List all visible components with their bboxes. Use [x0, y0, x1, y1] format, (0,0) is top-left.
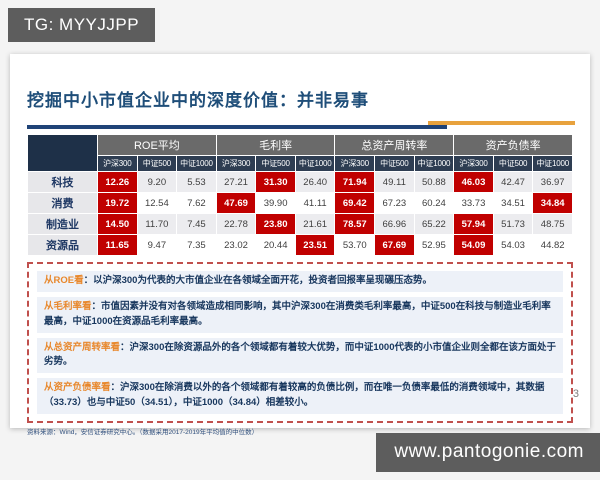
table-cell: 51.73 [492, 213, 534, 235]
table-cell: 26.40 [294, 171, 336, 193]
bullet-text: ：以沪深300为代表的大市值企业在各领域全面开花，投资者回报率呈现碾压态势。 [83, 275, 432, 286]
table-cell: 49.11 [374, 171, 415, 193]
watermark-site-badge: www.pantogonie.com [376, 433, 600, 472]
table-cell: 23.80 [255, 213, 296, 235]
slide-card: 挖掘中小市值企业中的深度价值：并非易事 ROE平均 毛利率 总资产周转率 资产负债率沪… [10, 54, 590, 436]
table-cell: 22.78 [215, 213, 257, 235]
table-cell: 11.65 [97, 234, 138, 256]
table-cell: 31.30 [255, 171, 296, 193]
table-cell: 48.75 [532, 213, 573, 235]
sub-column-header: 沪深300 [215, 155, 257, 172]
group-header: ROE平均 [97, 134, 217, 156]
table-cell: 57.94 [453, 213, 494, 235]
row-label: 资源品 [27, 234, 98, 256]
bullet-label: 从资产负债率看 [44, 382, 111, 394]
group-header: 总资产周转率 [334, 134, 455, 156]
table-cell: 47.69 [215, 192, 257, 214]
table-cell: 53.70 [334, 234, 376, 256]
table-row: 科技 12.26 9.20 5.53 27.21 31.30 26.40 71.94 49.11… [27, 171, 573, 193]
table-cell: 23.02 [215, 234, 257, 256]
table-row: 消费 19.72 12.54 7.62 47.69 39.90 41.11 69.42 67.2… [27, 192, 573, 214]
table-cell: 33.73 [453, 192, 494, 214]
table-cell: 9.20 [136, 171, 178, 193]
sub-column-header: 中证1000 [294, 155, 336, 172]
sub-column-header: 沪深300 [453, 155, 494, 172]
bullet-text: ：沪深300在除资源品外的各个领域都有着较大优势，而中证1000代表的小市值企业… [44, 341, 557, 367]
metrics-table: ROE平均 毛利率 总资产周转率 资产负债率 沪深300 中证500 中证1000 沪深300… [27, 134, 573, 256]
page-number: 3 [572, 388, 579, 400]
table-cell: 39.90 [255, 192, 296, 214]
watermark-tg-badge: TG: MYYJJPP [8, 8, 156, 42]
analysis-bullet: 从毛利率看：市值因素并没有对各领域造成相同影响，其中沪深300在消费类毛利率最高… [37, 297, 563, 333]
row-label: 科技 [27, 171, 98, 193]
sub-column-header: 中证1000 [176, 155, 217, 172]
table-cell: 54.03 [492, 234, 534, 256]
table-cell: 52.95 [413, 234, 455, 256]
bullet-label: 从总资产周转率看 [44, 341, 121, 353]
source-note: 资料来源：Wind，安信证券研究中心。（数据采用2017-2019年平均值的中位… [27, 428, 259, 436]
table-cell: 12.26 [97, 171, 138, 193]
sub-column-header: 沪深300 [97, 155, 138, 172]
table-cell: 54.09 [453, 234, 494, 256]
row-label: 消费 [27, 192, 98, 214]
table-cell: 12.54 [136, 192, 178, 214]
divider-blue-bar [27, 125, 448, 129]
table-cell: 21.61 [294, 213, 336, 235]
table-cell: 11.70 [136, 213, 178, 235]
table-cell: 42.47 [492, 171, 534, 193]
page-title: 挖掘中小市值企业中的深度价值：并非易事 [27, 91, 369, 110]
group-header: 资产负债率 [453, 134, 573, 156]
sub-column-header: 中证1000 [413, 155, 455, 172]
bullet-label: 从ROE看 [44, 275, 84, 286]
sub-column-header: 中证500 [255, 155, 296, 172]
analysis-bullet-box: 从ROE看：以沪深300为代表的大市值企业在各领域全面开花，投资者回报率呈现碾压… [27, 262, 573, 423]
table-cell: 78.57 [334, 213, 376, 235]
table-cell: 19.72 [97, 192, 138, 214]
table-cell: 36.97 [532, 171, 573, 193]
table-cell: 20.44 [255, 234, 296, 256]
table-row: 制造业 14.50 11.70 7.45 22.78 23.80 21.61 78.57 66.… [27, 213, 573, 235]
table-cell: 69.42 [334, 192, 376, 214]
table-cell: 50.88 [413, 171, 455, 193]
table-cell: 71.94 [334, 171, 376, 193]
table-cell: 34.51 [492, 192, 534, 214]
group-header: 毛利率 [215, 134, 336, 156]
table-cell: 66.96 [374, 213, 415, 235]
analysis-bullet: 从ROE看：以沪深300为代表的大市值企业在各领域全面开花，投资者回报率呈现碾压… [37, 271, 563, 293]
table-cell: 5.53 [176, 171, 217, 193]
table-cell: 14.50 [97, 213, 138, 235]
bullet-label: 从毛利率看 [44, 301, 92, 313]
sub-column-header: 中证500 [136, 155, 178, 172]
sub-column-header: 中证500 [374, 155, 415, 172]
analysis-bullet: 从总资产周转率看：沪深300在除资源品外的各个领域都有着较大优势，而中证1000… [37, 337, 563, 374]
row-label: 制造业 [27, 213, 98, 235]
table-cell: 65.22 [413, 213, 455, 235]
table-cell: 34.84 [532, 192, 573, 214]
table-cell: 7.62 [176, 192, 217, 214]
table-cell: 7.35 [176, 234, 217, 256]
bullet-text: ：市值因素并没有对各领域造成相同影响，其中沪深300在消费类毛利率最高，中证50… [44, 301, 551, 327]
table-cell: 7.45 [176, 213, 217, 235]
bullet-text: ：沪深300在除消费以外的各个领域都有着较高的负债比例，而在唯一负债率最低的消费… [44, 382, 545, 408]
sub-column-header: 沪深300 [334, 155, 376, 172]
table-cell: 44.82 [532, 234, 573, 256]
table-row: 资源品 11.65 9.47 7.35 23.02 20.44 23.51 53.70 67.6… [27, 234, 573, 256]
table-cell: 60.24 [413, 192, 455, 214]
sub-column-header: 中证1000 [532, 155, 573, 172]
table-cell: 27.21 [215, 171, 257, 193]
table-cell: 41.11 [294, 192, 336, 214]
table-corner-cell [27, 134, 98, 172]
analysis-bullet: 从资产负债率看：沪深300在除消费以外的各个领域都有着较高的负债比例，而在唯一负… [37, 378, 563, 414]
divider-orange-bar [427, 121, 575, 125]
sub-column-header: 中证500 [492, 155, 534, 172]
table-body: ROE平均 毛利率 总资产周转率 资产负债率 沪深300 中证500 中证1000 沪深300… [27, 134, 573, 256]
table-cell: 23.51 [294, 234, 336, 256]
table-cell: 9.47 [136, 234, 178, 256]
table-cell: 46.03 [453, 171, 494, 193]
table-cell: 67.69 [374, 234, 415, 256]
title-divider [27, 120, 575, 129]
table-cell: 67.23 [374, 192, 415, 214]
